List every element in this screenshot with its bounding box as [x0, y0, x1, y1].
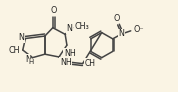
Text: NH: NH: [60, 58, 72, 67]
Text: CH₃: CH₃: [74, 22, 89, 31]
Text: N: N: [66, 24, 72, 33]
Text: NH: NH: [64, 49, 76, 58]
Text: CH: CH: [8, 46, 20, 54]
Text: O: O: [114, 14, 120, 23]
Text: N: N: [119, 29, 124, 38]
Text: N: N: [18, 33, 24, 42]
Text: CH: CH: [85, 59, 96, 68]
Text: H: H: [28, 59, 33, 65]
Text: N: N: [25, 55, 31, 64]
Text: O: O: [50, 6, 56, 15]
Text: O⁻: O⁻: [133, 25, 144, 34]
